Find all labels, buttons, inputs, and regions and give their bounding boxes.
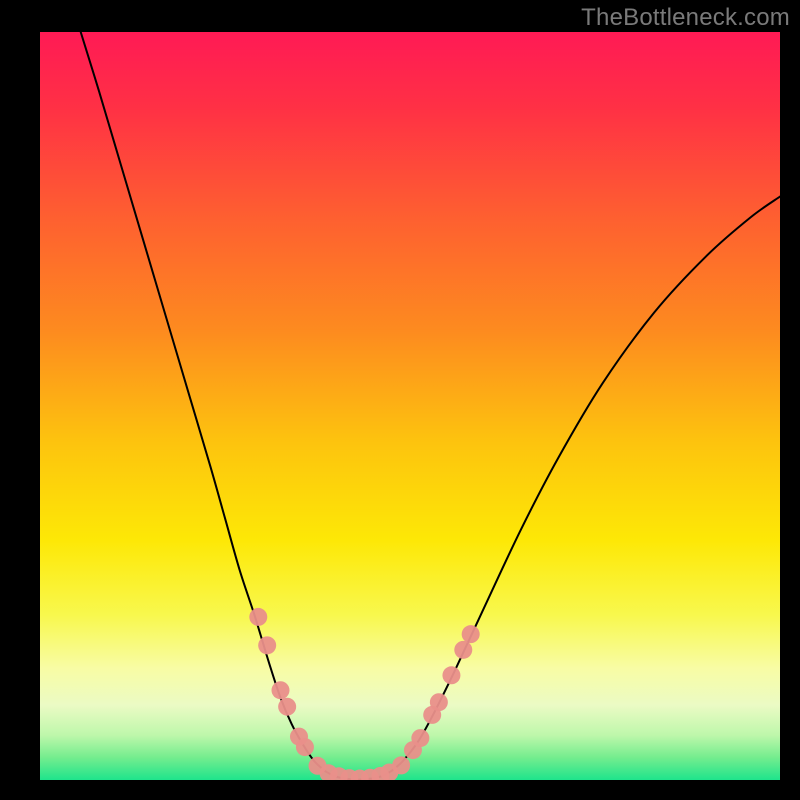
watermark-text: TheBottleneck.com	[581, 4, 790, 32]
chart-svg	[40, 32, 780, 780]
curve-marker	[430, 693, 448, 711]
gradient-background	[40, 32, 780, 780]
curve-marker	[278, 698, 296, 716]
curve-marker	[442, 666, 460, 684]
curve-marker	[272, 681, 290, 699]
curve-marker	[462, 625, 480, 643]
curve-marker	[296, 738, 314, 756]
chart-frame: TheBottleneck.com	[0, 0, 800, 800]
curve-marker	[249, 608, 267, 626]
plot-area	[40, 32, 780, 780]
curve-marker	[392, 756, 410, 774]
curve-marker	[454, 641, 472, 659]
curve-marker	[411, 729, 429, 747]
curve-marker	[258, 636, 276, 654]
